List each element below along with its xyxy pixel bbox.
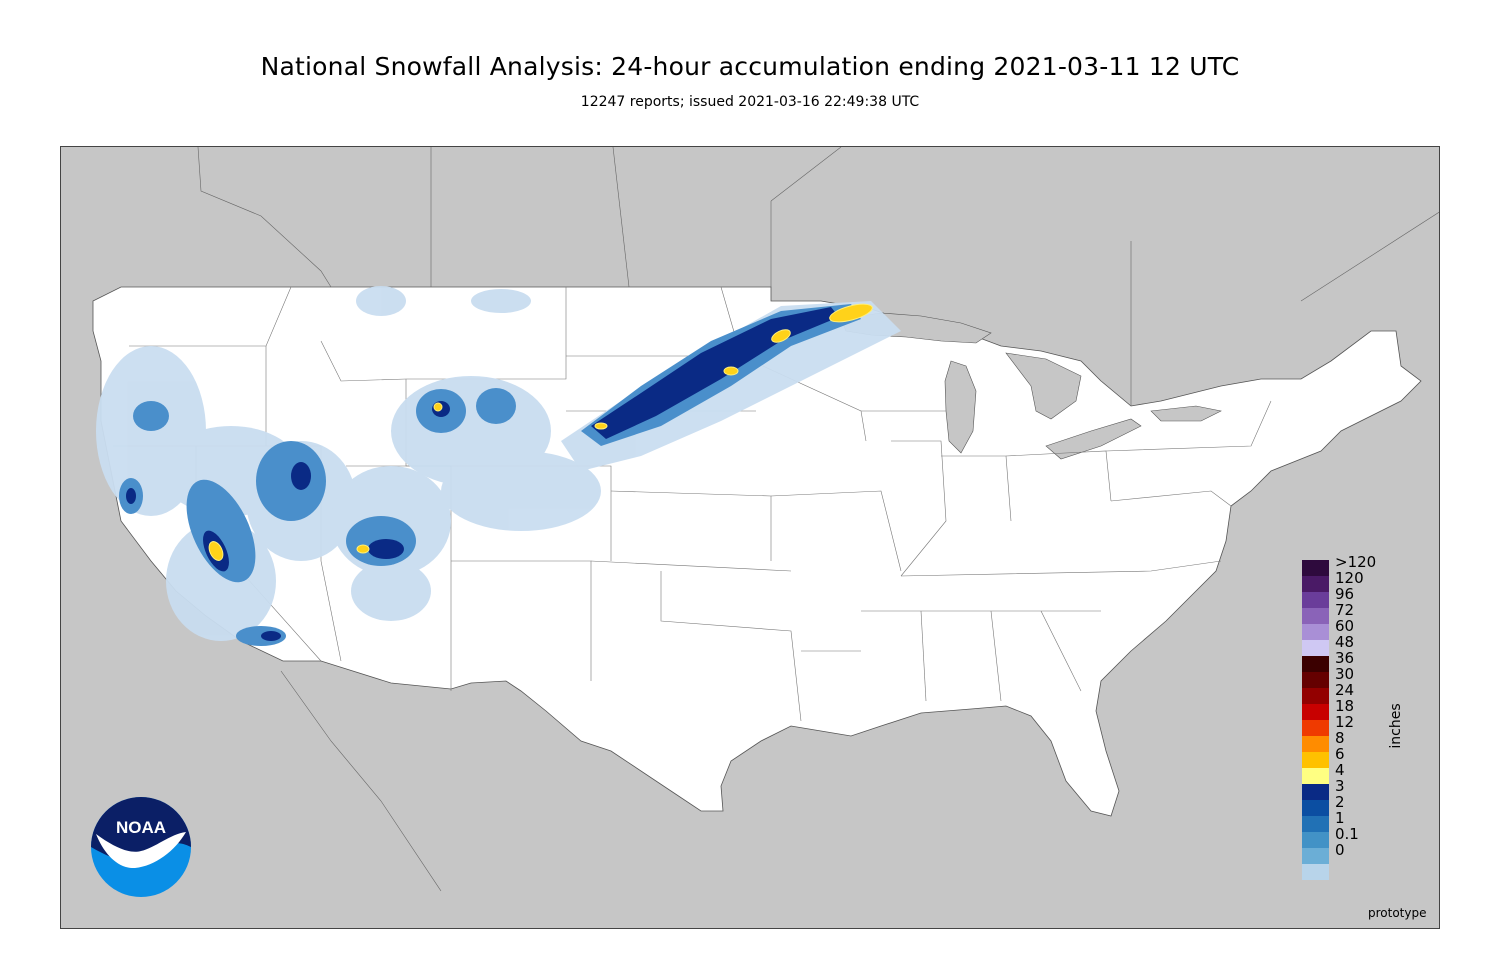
legend-swatch [1302, 736, 1329, 752]
legend-swatch [1302, 640, 1329, 656]
legend-label: 8 [1335, 729, 1345, 747]
snow-very-heavy [208, 303, 873, 561]
legend-label: 4 [1335, 761, 1345, 779]
legend-label: 36 [1335, 649, 1355, 667]
legend-label: 120 [1335, 569, 1364, 587]
legend-swatch [1302, 656, 1329, 672]
legend-label: 0.1 [1335, 825, 1359, 843]
map-subtitle: 12247 reports; issued 2021-03-16 22:49:3… [580, 94, 920, 110]
lake-michigan [944, 360, 977, 454]
lake-ontario [1150, 405, 1222, 422]
legend-swatch [1302, 608, 1329, 624]
legend-swatch [1302, 768, 1329, 784]
legend-label: 60 [1335, 617, 1355, 635]
legend-label: 12 [1335, 713, 1355, 731]
legend-units: inches [1388, 703, 1404, 749]
lake-erie [1045, 418, 1142, 460]
legend-label: 0 [1335, 841, 1345, 859]
legend-swatch [1302, 784, 1329, 800]
legend-swatch [1302, 816, 1329, 832]
legend-label: 1 [1335, 809, 1345, 827]
legend-label: >120 [1335, 553, 1377, 571]
legend-label: 30 [1335, 665, 1355, 683]
map-title: National Snowfall Analysis: 24-hour accu… [260, 52, 1240, 81]
legend-swatch [1302, 720, 1329, 736]
legend-label: 2 [1335, 793, 1345, 811]
legend-swatch [1302, 848, 1329, 864]
lake-huron [1005, 352, 1082, 420]
legend-swatch [1302, 672, 1329, 688]
legend-label: 72 [1335, 601, 1355, 619]
noaa-logo: NOAA [90, 796, 192, 898]
legend-swatch [1302, 832, 1329, 848]
legend-label: 6 [1335, 745, 1345, 763]
border-lines [197, 147, 1439, 892]
legend-swatch [1302, 752, 1329, 768]
legend-label: 96 [1335, 585, 1355, 603]
legend-swatch [1302, 560, 1329, 576]
legend-label: 48 [1335, 633, 1355, 651]
legend-label: 24 [1335, 681, 1355, 699]
legend-label: 3 [1335, 777, 1345, 795]
legend-swatch [1302, 800, 1329, 816]
legend-swatch [1302, 864, 1329, 880]
legend-label: 18 [1335, 697, 1355, 715]
legend-swatch [1302, 592, 1329, 608]
legend-swatch [1302, 576, 1329, 592]
legend-swatch [1302, 624, 1329, 640]
legend-swatch [1302, 704, 1329, 720]
legend-swatch [1302, 688, 1329, 704]
prototype-label: prototype [1368, 906, 1427, 920]
map-canvas [92, 147, 1439, 892]
snowfall-map[interactable] [60, 146, 1440, 929]
noaa-logo-text: NOAA [116, 818, 166, 837]
